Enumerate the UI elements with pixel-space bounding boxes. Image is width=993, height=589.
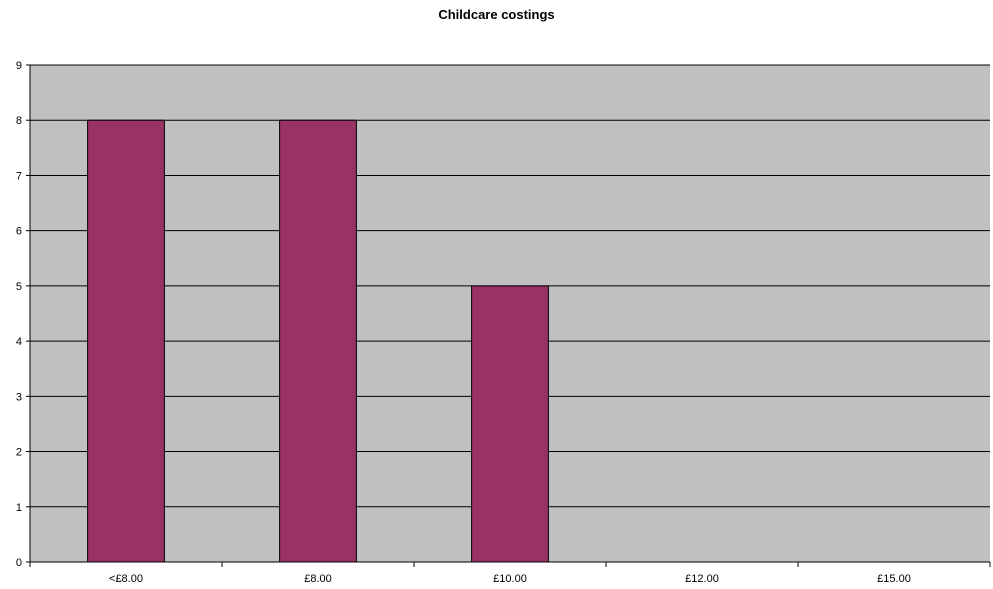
- y-tick-label: 5: [16, 281, 22, 293]
- bar: [471, 285, 549, 563]
- chart-title: Childcare costings: [438, 7, 555, 22]
- y-tick-label: 1: [16, 502, 22, 514]
- x-tick-label: £15.00: [877, 573, 911, 585]
- bar: [279, 119, 357, 563]
- y-tick-label: 6: [16, 226, 22, 238]
- y-tick-label: 3: [16, 391, 22, 403]
- x-tick-label: £8.00: [304, 573, 332, 585]
- x-tick-label: £10.00: [493, 573, 527, 585]
- x-tick-label: <£8.00: [109, 573, 143, 585]
- y-tick-label: 2: [16, 447, 22, 459]
- x-tick-label: £12.00: [685, 573, 719, 585]
- y-tick-label: 8: [16, 115, 22, 127]
- bar: [87, 119, 165, 563]
- y-tick-label: 7: [16, 170, 22, 182]
- y-tick-label: 4: [16, 336, 22, 348]
- y-tick-label: 0: [16, 557, 22, 569]
- y-tick-label: 9: [16, 60, 22, 72]
